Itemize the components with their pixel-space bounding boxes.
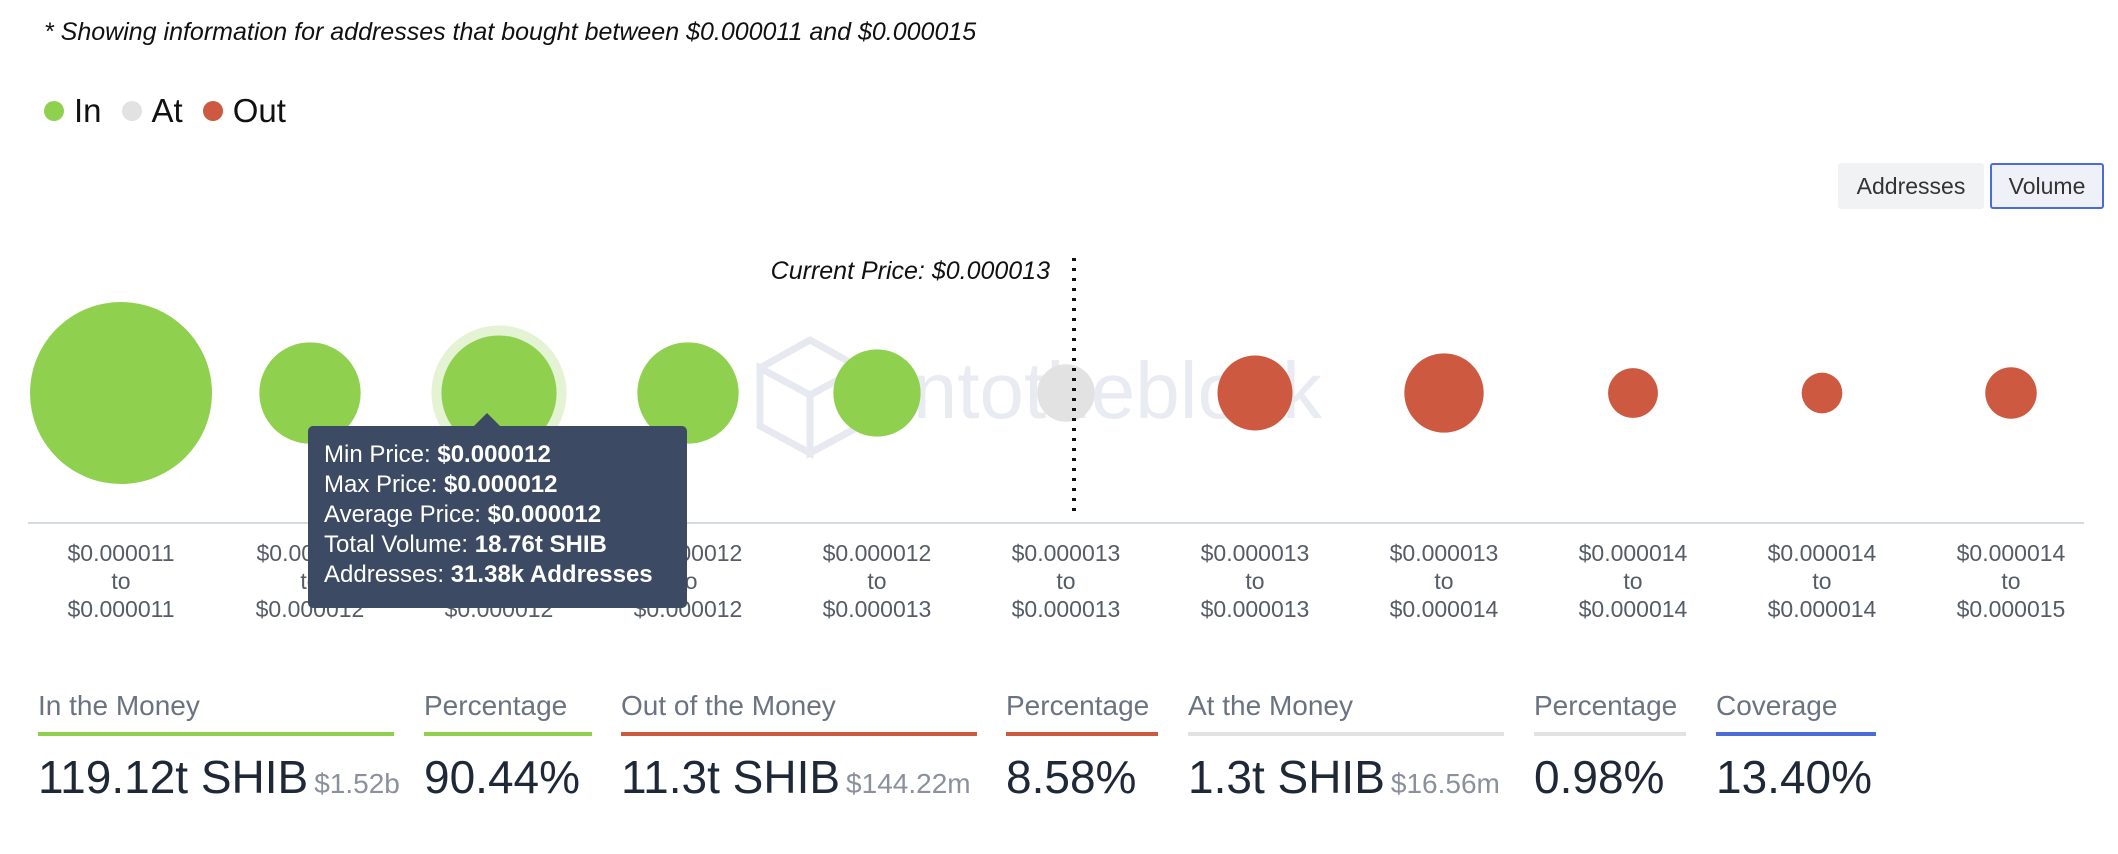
legend-item-in[interactable]: In bbox=[44, 92, 102, 130]
bucket-range-label: to bbox=[1812, 568, 1831, 594]
stat-coverage-value: 13.40% bbox=[1716, 751, 1873, 803]
stat-in-usd: $1.52b bbox=[314, 768, 400, 799]
tooltip-addresses-label: Addresses: bbox=[324, 561, 445, 588]
stat-out-of-the-money: Out of the Money 11.3t SHIB $144.22m bbox=[621, 690, 977, 804]
bubble-out[interactable] bbox=[1404, 353, 1484, 433]
volume-toggle-button[interactable]: Volume bbox=[1990, 163, 2104, 209]
bucket-range-label: $0.000014 bbox=[1957, 540, 2066, 566]
bucket-range-label: $0.000014 bbox=[1768, 596, 1877, 622]
bucket-range-label: $0.000014 bbox=[1579, 596, 1688, 622]
bubble-out[interactable] bbox=[1801, 372, 1843, 414]
stat-in-pct-bar bbox=[424, 732, 592, 736]
bucket-range-label: $0.000014 bbox=[1579, 540, 1688, 566]
bubble-in[interactable] bbox=[259, 342, 361, 444]
bucket-range-label: $0.000015 bbox=[1957, 596, 2066, 622]
legend-label-at: At bbox=[151, 92, 183, 129]
legend-label-in: In bbox=[74, 92, 102, 129]
info-note: * Showing information for addresses that… bbox=[44, 18, 977, 46]
stat-out-percentage: Percentage 8.58% bbox=[1006, 690, 1158, 804]
bucket-range-label: $0.000013 bbox=[1201, 540, 1310, 566]
stat-in-value-row: 119.12t SHIB $1.52b bbox=[38, 750, 400, 804]
tooltip-volume-value: 18.76t SHIB bbox=[474, 531, 607, 558]
legend-swatch-in bbox=[44, 101, 64, 121]
tooltip-avg-label: Average Price: bbox=[324, 501, 481, 528]
stat-in-value: 119.12t SHIB bbox=[38, 751, 309, 803]
legend-swatch-out bbox=[202, 101, 223, 121]
stat-out-value-row: 11.3t SHIB $144.22m bbox=[621, 750, 977, 804]
bucket-range-label: to bbox=[2001, 568, 2020, 594]
bucket-range-label: to bbox=[1245, 568, 1264, 594]
stat-out-usd: $144.22m bbox=[846, 768, 971, 799]
bubble-out[interactable] bbox=[1985, 367, 2037, 419]
stat-coverage: Coverage 13.40% bbox=[1716, 690, 1876, 804]
legend-item-at[interactable]: At bbox=[121, 92, 183, 130]
bucket-range-label: to bbox=[1623, 568, 1642, 594]
bubble-in[interactable] bbox=[833, 349, 921, 437]
bubble-at[interactable] bbox=[1037, 364, 1095, 422]
stat-at-usd: $16.56m bbox=[1390, 768, 1500, 799]
stat-out-bar bbox=[621, 732, 977, 736]
bucket-range-label: to bbox=[111, 568, 130, 594]
stat-at-pct-label: Percentage bbox=[1534, 690, 1678, 721]
tooltip-addresses-value: 31.38k Addresses bbox=[450, 561, 653, 588]
bubble-out[interactable] bbox=[1217, 355, 1293, 431]
stat-at-pct-bar bbox=[1534, 732, 1686, 736]
tooltip-max-label: Max Price: bbox=[324, 471, 438, 498]
bubble-in[interactable] bbox=[30, 302, 212, 484]
bucket-range-label: $0.000014 bbox=[1390, 596, 1499, 622]
stat-coverage-label: Coverage bbox=[1716, 690, 1838, 721]
bucket-range-label: to bbox=[1056, 568, 1075, 594]
bubble-in[interactable] bbox=[441, 335, 557, 451]
current-price-label: Current Price: $0.000013 bbox=[771, 257, 1050, 285]
bucket-range-label: to bbox=[867, 568, 886, 594]
stat-in-bar bbox=[38, 732, 394, 736]
stat-in-pct-value: 90.44% bbox=[424, 751, 581, 803]
legend-label-out: Out bbox=[232, 92, 286, 129]
stat-out-value: 11.3t SHIB bbox=[621, 751, 841, 803]
addresses-toggle-button[interactable]: Addresses bbox=[1838, 163, 1984, 209]
stat-at-value-row: 1.3t SHIB $16.56m bbox=[1188, 750, 1504, 804]
stat-out-pct-value: 8.58% bbox=[1006, 751, 1137, 803]
bucket-range-label: $0.000012 bbox=[823, 540, 932, 566]
bucket-range-label: $0.000013 bbox=[1390, 540, 1499, 566]
tooltip-min-label: Min Price: bbox=[324, 441, 431, 468]
stat-out-label: Out of the Money bbox=[621, 690, 836, 721]
stat-in-label: In the Money bbox=[38, 690, 200, 721]
legend-swatch-at bbox=[121, 101, 142, 121]
bucket-range-label: $0.000011 bbox=[67, 596, 174, 622]
legend-item-out[interactable]: Out bbox=[202, 92, 286, 130]
stat-at-the-money: At the Money 1.3t SHIB $16.56m bbox=[1188, 690, 1504, 804]
bucket-range-label: $0.000013 bbox=[1012, 596, 1121, 622]
stat-out-pct-bar bbox=[1006, 732, 1158, 736]
bubble-out[interactable] bbox=[1608, 368, 1658, 418]
bucket-range-label: $0.000014 bbox=[1768, 540, 1877, 566]
stat-at-label: At the Money bbox=[1188, 690, 1353, 721]
bucket-range-label: $0.000011 bbox=[67, 540, 174, 566]
legend: In At Out bbox=[44, 92, 306, 130]
tooltip-max-value: $0.000012 bbox=[444, 471, 558, 498]
stat-at-value: 1.3t SHIB bbox=[1188, 751, 1385, 803]
bucket-tooltip: Min Price: $0.000012 Max Price: $0.00001… bbox=[308, 413, 687, 608]
tooltip-avg-value: $0.000012 bbox=[487, 501, 602, 528]
bucket-range-label: $0.000013 bbox=[1012, 540, 1121, 566]
stat-at-percentage: Percentage 0.98% bbox=[1534, 690, 1686, 804]
stat-in-the-money: In the Money 119.12t SHIB $1.52b bbox=[38, 690, 400, 804]
tooltip-min-value: $0.000012 bbox=[437, 441, 551, 468]
tooltip-arrow bbox=[474, 413, 500, 426]
bucket-range-label: to bbox=[1434, 568, 1453, 594]
bubble-in[interactable] bbox=[637, 342, 739, 444]
stat-in-pct-label: Percentage bbox=[424, 690, 568, 721]
stat-at-bar bbox=[1188, 732, 1504, 736]
stat-coverage-bar bbox=[1716, 732, 1876, 736]
stat-out-pct-label: Percentage bbox=[1006, 690, 1150, 721]
stat-at-pct-value: 0.98% bbox=[1534, 751, 1665, 803]
bucket-range-label: $0.000013 bbox=[823, 596, 932, 622]
tooltip-volume-label: Total Volume: bbox=[324, 531, 469, 558]
stat-in-percentage: Percentage 90.44% bbox=[424, 690, 592, 804]
bucket-range-label: $0.000013 bbox=[1201, 596, 1310, 622]
